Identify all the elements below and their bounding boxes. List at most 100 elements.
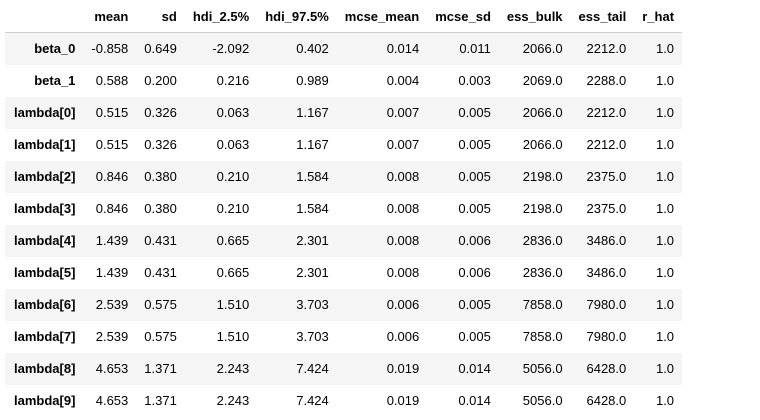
cell-mean: -0.858 bbox=[91, 41, 129, 57]
cell-mcse-mean: 0.019 bbox=[386, 361, 420, 376]
cell-r-hat: 1.0 bbox=[655, 329, 675, 344]
cell-mean: 0.515 bbox=[95, 105, 129, 120]
cell-ess-bulk: 5056.0 bbox=[522, 361, 563, 376]
table-row: lambda[1] 0.515 0.326 0.063 1.167 0.007 0.005 2… bbox=[5, 128, 683, 161]
cell-ess-bulk: 2836.0 bbox=[522, 233, 563, 248]
cell-hdi-low: 0.063 bbox=[216, 105, 250, 120]
column-header-ess-bulk: ess_bulk bbox=[506, 8, 563, 24]
cell-hdi-low: 0.210 bbox=[216, 169, 250, 184]
row-index-label: lambda[8] bbox=[14, 361, 76, 376]
cell-mcse-mean: 0.008 bbox=[386, 201, 420, 216]
table-row: beta_0 -0.858 0.649 -2.092 0.402 0.014 0.011 20… bbox=[5, 32, 683, 65]
row-index-label: beta_1 bbox=[34, 73, 76, 88]
cell-mcse-mean: 0.008 bbox=[386, 169, 420, 184]
cell-ess-tail: 3486.0 bbox=[586, 233, 627, 248]
cell-mcse-sd: 0.014 bbox=[458, 361, 491, 376]
cell-hdi-low: -2.092 bbox=[212, 41, 250, 57]
index-header bbox=[5, 0, 83, 33]
cell-sd: 0.326 bbox=[144, 105, 177, 120]
cell-hdi-high: 3.703 bbox=[296, 297, 329, 312]
cell-hdi-high: 1.167 bbox=[296, 105, 329, 120]
cell-hdi-low: 0.216 bbox=[216, 73, 250, 88]
cell-ess-tail: 2212.0 bbox=[586, 41, 627, 57]
cell-hdi-low: 0.210 bbox=[216, 201, 250, 216]
row-index-label: lambda[5] bbox=[14, 265, 76, 280]
column-header-sd: sd bbox=[161, 8, 177, 24]
cell-mean: 0.515 bbox=[95, 137, 129, 152]
cell-ess-bulk: 2066.0 bbox=[522, 41, 563, 57]
cell-hdi-high: 1.584 bbox=[296, 201, 329, 216]
cell-sd: 0.380 bbox=[144, 169, 177, 184]
cell-ess-tail: 7980.0 bbox=[586, 329, 627, 344]
table-row: lambda[8] 4.653 1.371 2.243 7.424 0.019 0.014 5… bbox=[5, 352, 683, 385]
cell-ess-tail: 3486.0 bbox=[586, 265, 627, 280]
cell-hdi-low: 1.510 bbox=[216, 297, 250, 312]
cell-mcse-sd: 0.006 bbox=[458, 265, 491, 280]
cell-ess-bulk: 2066.0 bbox=[522, 105, 563, 120]
cell-sd: 0.575 bbox=[144, 329, 177, 344]
cell-hdi-high: 7.424 bbox=[296, 361, 329, 376]
cell-mean: 4.653 bbox=[95, 361, 129, 376]
cell-r-hat: 1.0 bbox=[655, 201, 675, 216]
table-row: lambda[4] 1.439 0.431 0.665 2.301 0.008 0.006 2… bbox=[5, 224, 683, 257]
cell-r-hat: 1.0 bbox=[655, 105, 675, 120]
row-index-label: lambda[9] bbox=[14, 393, 76, 408]
cell-mcse-sd: 0.014 bbox=[458, 393, 491, 408]
column-header-mean: mean bbox=[94, 8, 129, 24]
cell-hdi-low: 0.063 bbox=[216, 137, 250, 152]
cell-ess-bulk: 2836.0 bbox=[522, 265, 563, 280]
cell-mcse-mean: 0.008 bbox=[386, 233, 420, 248]
cell-mcse-mean: 0.006 bbox=[386, 297, 420, 312]
cell-r-hat: 1.0 bbox=[655, 297, 675, 312]
cell-mean: 1.439 bbox=[95, 265, 129, 280]
cell-ess-tail: 2375.0 bbox=[586, 201, 627, 216]
header-row: mean sd hdi_2.5% hdi_97.5% mcse_mean mcs… bbox=[5, 0, 683, 33]
cell-mean: 0.846 bbox=[95, 201, 129, 216]
cell-sd: 1.371 bbox=[144, 361, 177, 376]
cell-hdi-high: 1.584 bbox=[296, 169, 329, 184]
table-row: lambda[5] 1.439 0.431 0.665 2.301 0.008 0.006 2… bbox=[5, 256, 683, 289]
cell-hdi-low: 2.243 bbox=[216, 361, 250, 376]
cell-ess-bulk: 5056.0 bbox=[522, 393, 563, 408]
cell-ess-tail: 2212.0 bbox=[586, 137, 627, 152]
cell-mcse-sd: 0.005 bbox=[458, 297, 491, 312]
cell-mcse-mean: 0.008 bbox=[386, 265, 420, 280]
cell-mean: 0.846 bbox=[95, 169, 129, 184]
cell-ess-tail: 2375.0 bbox=[586, 169, 627, 184]
cell-mean: 1.439 bbox=[95, 233, 129, 248]
cell-hdi-low: 1.510 bbox=[216, 329, 250, 344]
cell-mcse-mean: 0.007 bbox=[386, 105, 420, 120]
column-header-mcse-sd: mcse_sd bbox=[435, 8, 491, 24]
column-header-r-hat: r_hat bbox=[642, 8, 675, 24]
row-index-label: lambda[4] bbox=[14, 233, 76, 248]
cell-mcse-mean: 0.014 bbox=[386, 41, 420, 57]
cell-ess-bulk: 2066.0 bbox=[522, 137, 563, 152]
cell-ess-tail: 7980.0 bbox=[586, 297, 627, 312]
row-index-label: lambda[1] bbox=[14, 137, 76, 152]
cell-hdi-high: 7.424 bbox=[296, 393, 329, 408]
table-row: lambda[3] 0.846 0.380 0.210 1.584 0.008 0.005 2… bbox=[5, 192, 683, 225]
cell-r-hat: 1.0 bbox=[655, 169, 675, 184]
cell-hdi-high: 2.301 bbox=[296, 233, 329, 248]
cell-sd: 0.649 bbox=[144, 41, 177, 57]
table-row: beta_1 0.588 0.200 0.216 0.989 0.004 0.003 2069… bbox=[5, 64, 683, 97]
column-header-hdi-low: hdi_2.5% bbox=[192, 8, 250, 24]
cell-sd: 0.575 bbox=[144, 297, 177, 312]
cell-ess-tail: 2212.0 bbox=[586, 105, 627, 120]
table-row: lambda[9] 4.653 1.371 2.243 7.424 0.019 0.014 5… bbox=[5, 384, 683, 417]
cell-mcse-mean: 0.006 bbox=[386, 329, 420, 344]
column-header-hdi-high: hdi_97.5% bbox=[265, 8, 329, 24]
cell-ess-bulk: 2198.0 bbox=[522, 201, 563, 216]
cell-mean: 2.539 bbox=[95, 297, 129, 312]
cell-sd: 0.431 bbox=[144, 265, 177, 280]
row-index-label: lambda[7] bbox=[14, 329, 76, 344]
cell-ess-bulk: 2069.0 bbox=[522, 73, 563, 88]
cell-ess-tail: 2288.0 bbox=[586, 73, 627, 88]
cell-sd: 0.326 bbox=[144, 137, 177, 152]
cell-hdi-low: 2.243 bbox=[216, 393, 250, 408]
cell-sd: 0.431 bbox=[144, 233, 177, 248]
row-index-label: beta_0 bbox=[34, 41, 76, 57]
cell-ess-tail: 6428.0 bbox=[586, 393, 627, 408]
cell-mean: 2.539 bbox=[95, 329, 129, 344]
row-index-label: lambda[2] bbox=[14, 169, 76, 184]
